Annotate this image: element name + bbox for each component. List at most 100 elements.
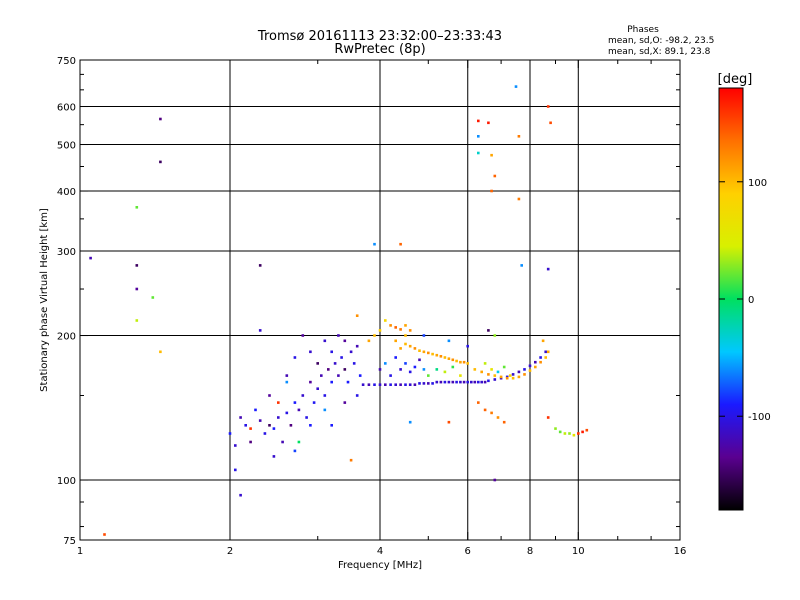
echo-point (378, 383, 382, 386)
echo-point (268, 424, 271, 427)
echo-point (483, 362, 487, 365)
echo-point (493, 478, 497, 482)
echo-point (373, 383, 376, 386)
echo-point (394, 356, 397, 359)
y-tick-label: 200 (57, 332, 76, 343)
echo-point (367, 339, 371, 343)
echo-point (373, 334, 376, 337)
echo-point (418, 382, 421, 385)
echo-point (514, 85, 518, 88)
echo-point (408, 329, 412, 332)
echo-point (277, 416, 280, 419)
echo-point (477, 401, 480, 404)
y-tick-label: 400 (57, 187, 76, 198)
echo-point (355, 344, 359, 348)
echo-point (493, 174, 497, 178)
echo-point (349, 458, 353, 462)
colorbar: [deg] 100 0 -100 (718, 72, 771, 511)
echo-point (563, 432, 567, 435)
echo-point (546, 267, 550, 271)
colorbar-label: [deg] (718, 72, 753, 87)
echo-point (443, 380, 447, 384)
echo-point (483, 380, 487, 384)
echo-point (316, 362, 319, 365)
echo-point (439, 380, 443, 384)
echo-point (422, 350, 426, 354)
echo-point (89, 256, 92, 260)
echo-point (487, 121, 490, 125)
echo-point (435, 368, 439, 371)
echo-point (301, 394, 305, 397)
echo-point (103, 533, 106, 536)
echo-point (490, 153, 493, 157)
echo-point (378, 368, 382, 371)
echo-point (272, 427, 276, 430)
echo-point (346, 380, 350, 384)
echo-point (293, 356, 297, 359)
y-tick-label: 300 (57, 247, 76, 258)
echo-point (451, 380, 455, 384)
colorbar-tick-label: 100 (748, 178, 767, 189)
echo-point (135, 319, 139, 322)
echo-point (309, 424, 312, 427)
echo-point (427, 382, 430, 385)
echo-point (517, 375, 521, 379)
echo-point (293, 401, 297, 404)
echo-point (305, 416, 308, 419)
echo-point (483, 408, 487, 412)
echo-point (451, 365, 455, 369)
echo-point (487, 329, 490, 332)
echo-point (499, 375, 503, 379)
echo-point (323, 339, 327, 343)
y-tick-label: 600 (57, 103, 76, 114)
echo-point (358, 374, 362, 377)
chart-subtitle: RwPretec (8p) (334, 42, 425, 57)
echo-point (418, 349, 421, 352)
echo-point (466, 362, 469, 365)
echo-point (572, 433, 576, 437)
echo-point (517, 135, 521, 138)
echo-point (546, 416, 550, 419)
echo-point (455, 380, 458, 384)
echo-point (459, 360, 462, 364)
echo-point (384, 319, 387, 322)
echo-point (343, 368, 347, 371)
echo-point (508, 374, 512, 377)
echo-point (493, 378, 497, 381)
echo-point (487, 379, 490, 383)
echo-point (272, 455, 276, 458)
echo-point (577, 432, 580, 435)
x-axis-label: Frequency [MHz] (338, 560, 422, 571)
y-tick-labels: 75 100 200 300 400 500 600 750 (57, 56, 76, 547)
echo-point (309, 380, 312, 384)
echo-point (333, 362, 337, 365)
echo-point (361, 383, 365, 386)
echo-point (330, 350, 333, 354)
echo-point (323, 408, 327, 412)
echo-point (389, 374, 392, 377)
echo-point (263, 432, 267, 435)
echo-point (511, 373, 515, 376)
echo-point (511, 376, 515, 380)
echo-point (312, 401, 316, 404)
echo-point (399, 328, 402, 331)
plot-axes (79, 59, 681, 541)
echo-point (539, 360, 542, 364)
echo-point (496, 370, 500, 374)
echo-point (355, 394, 359, 397)
echo-point (447, 339, 451, 343)
echo-point (399, 368, 402, 371)
echo-point (239, 416, 242, 419)
echo-point (343, 401, 347, 404)
echo-point (258, 329, 262, 332)
data-points (89, 85, 589, 536)
echo-point (258, 264, 262, 267)
y-axis-label: Stationary phase Virtual Height [km] (39, 208, 50, 392)
echo-point (135, 206, 139, 209)
echo-point (281, 440, 284, 444)
echo-point (399, 347, 402, 350)
echo-point (490, 411, 493, 415)
x-tick-label: 4 (377, 546, 383, 557)
echo-point (447, 420, 451, 424)
echo-point (528, 369, 532, 372)
